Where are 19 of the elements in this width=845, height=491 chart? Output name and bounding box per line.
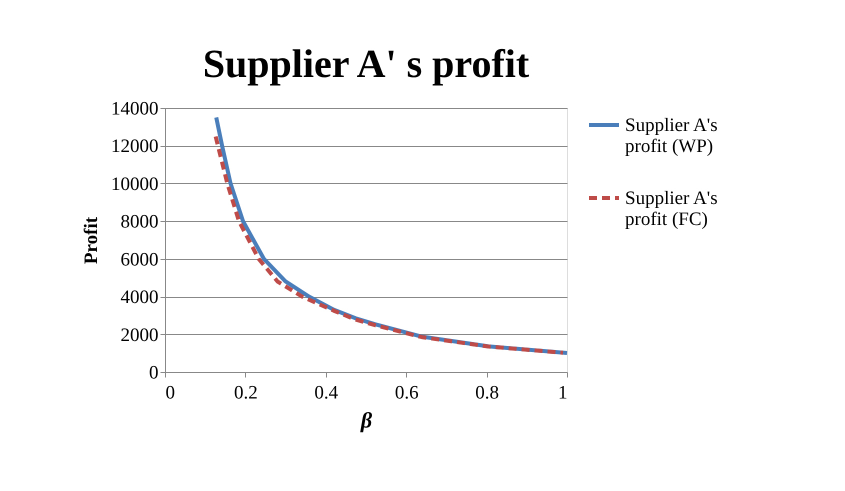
y-tick-label: 10000 <box>111 174 158 195</box>
y-tick-label: 2000 <box>120 324 158 346</box>
legend-label: Supplier A's profit (FC) <box>625 188 718 230</box>
x-axis-title: β <box>360 408 373 432</box>
y-tick-label: 4000 <box>120 287 158 308</box>
y-tick-label: 6000 <box>120 249 158 270</box>
x-tick-label: 0.4 <box>314 382 339 404</box>
x-tick-label: 1 <box>558 382 568 404</box>
x-tick-label: 0 <box>166 382 175 404</box>
x-tick-label: 0.8 <box>475 382 499 404</box>
x-tick-label: 0.6 <box>394 382 419 404</box>
y-tick-label: 0 <box>149 362 158 384</box>
y-tick-label: 8000 <box>120 212 158 233</box>
legend-label: Supplier A's profit (WP) <box>625 115 718 157</box>
chart-title: Supplier A' s profit <box>202 41 530 86</box>
x-tick-label: 0.2 <box>234 382 258 404</box>
y-tick-label: 12000 <box>111 136 158 158</box>
y-axis-title: Profit <box>81 216 102 264</box>
y-tick-label: 14000 <box>111 98 158 120</box>
